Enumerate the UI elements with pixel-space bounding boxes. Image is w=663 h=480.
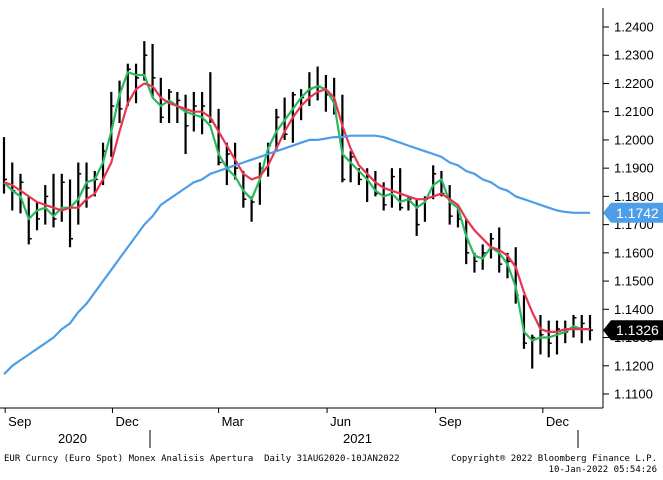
last-value-labels: 1.1742 1.1326 — [603, 202, 663, 341]
y-tick-label: 1.1200 — [614, 358, 654, 373]
last-value-badge — [603, 320, 663, 341]
x-tick-label: Mar — [222, 414, 245, 429]
x-tick-label: Jun — [330, 414, 351, 429]
moving-average-line-3 — [3, 134, 590, 375]
x-tick-label: Sep — [8, 414, 31, 429]
y-tick-label: 1.1600 — [614, 245, 654, 260]
y-tick-label: 1.2100 — [614, 104, 654, 119]
last-value-text: 1.1326 — [616, 322, 659, 338]
year-label: 2020 — [58, 431, 87, 446]
y-tick-label: 1.1100 — [614, 387, 653, 402]
last-value-badge — [603, 202, 663, 223]
y-axis-ticks: 1.11001.12001.13001.14001.15001.16001.17… — [603, 20, 654, 402]
timestamp-text: 10-Jan-2022 05:54:26 — [548, 465, 657, 475]
price-bars — [2, 41, 593, 369]
x-tick-label: Sep — [439, 414, 462, 429]
y-tick-label: 1.2000 — [614, 132, 654, 147]
y-tick-label: 1.1500 — [614, 274, 654, 289]
x-tick-label: Dec — [115, 414, 139, 429]
footer-left-text: EUR Curncy (Euro Spot) Monex Analisis Ap… — [4, 454, 400, 464]
x-axis-ticks: Sep Dec Mar Jun Sep Dec 2020 2021 — [4, 408, 579, 448]
y-tick-label: 1.1900 — [614, 161, 654, 176]
moving-average-line-2 — [3, 82, 590, 333]
last-value-text: 1.1742 — [616, 205, 659, 221]
year-label: 2021 — [343, 431, 372, 446]
y-tick-label: 1.2200 — [614, 76, 654, 91]
x-tick-label: Dec — [546, 414, 570, 429]
y-tick-label: 1.2300 — [614, 48, 654, 63]
footer-right-text: Copyright® 2022 Bloomberg Finance L.P. 1… — [451, 454, 657, 476]
y-tick-label: 1.2400 — [614, 20, 654, 35]
moving-average-lines — [3, 71, 590, 375]
y-tick-label: 1.1800 — [614, 189, 654, 204]
copyright-text: Copyright® 2022 Bloomberg Finance L.P. — [451, 454, 657, 464]
y-tick-label: 1.1400 — [614, 302, 654, 317]
